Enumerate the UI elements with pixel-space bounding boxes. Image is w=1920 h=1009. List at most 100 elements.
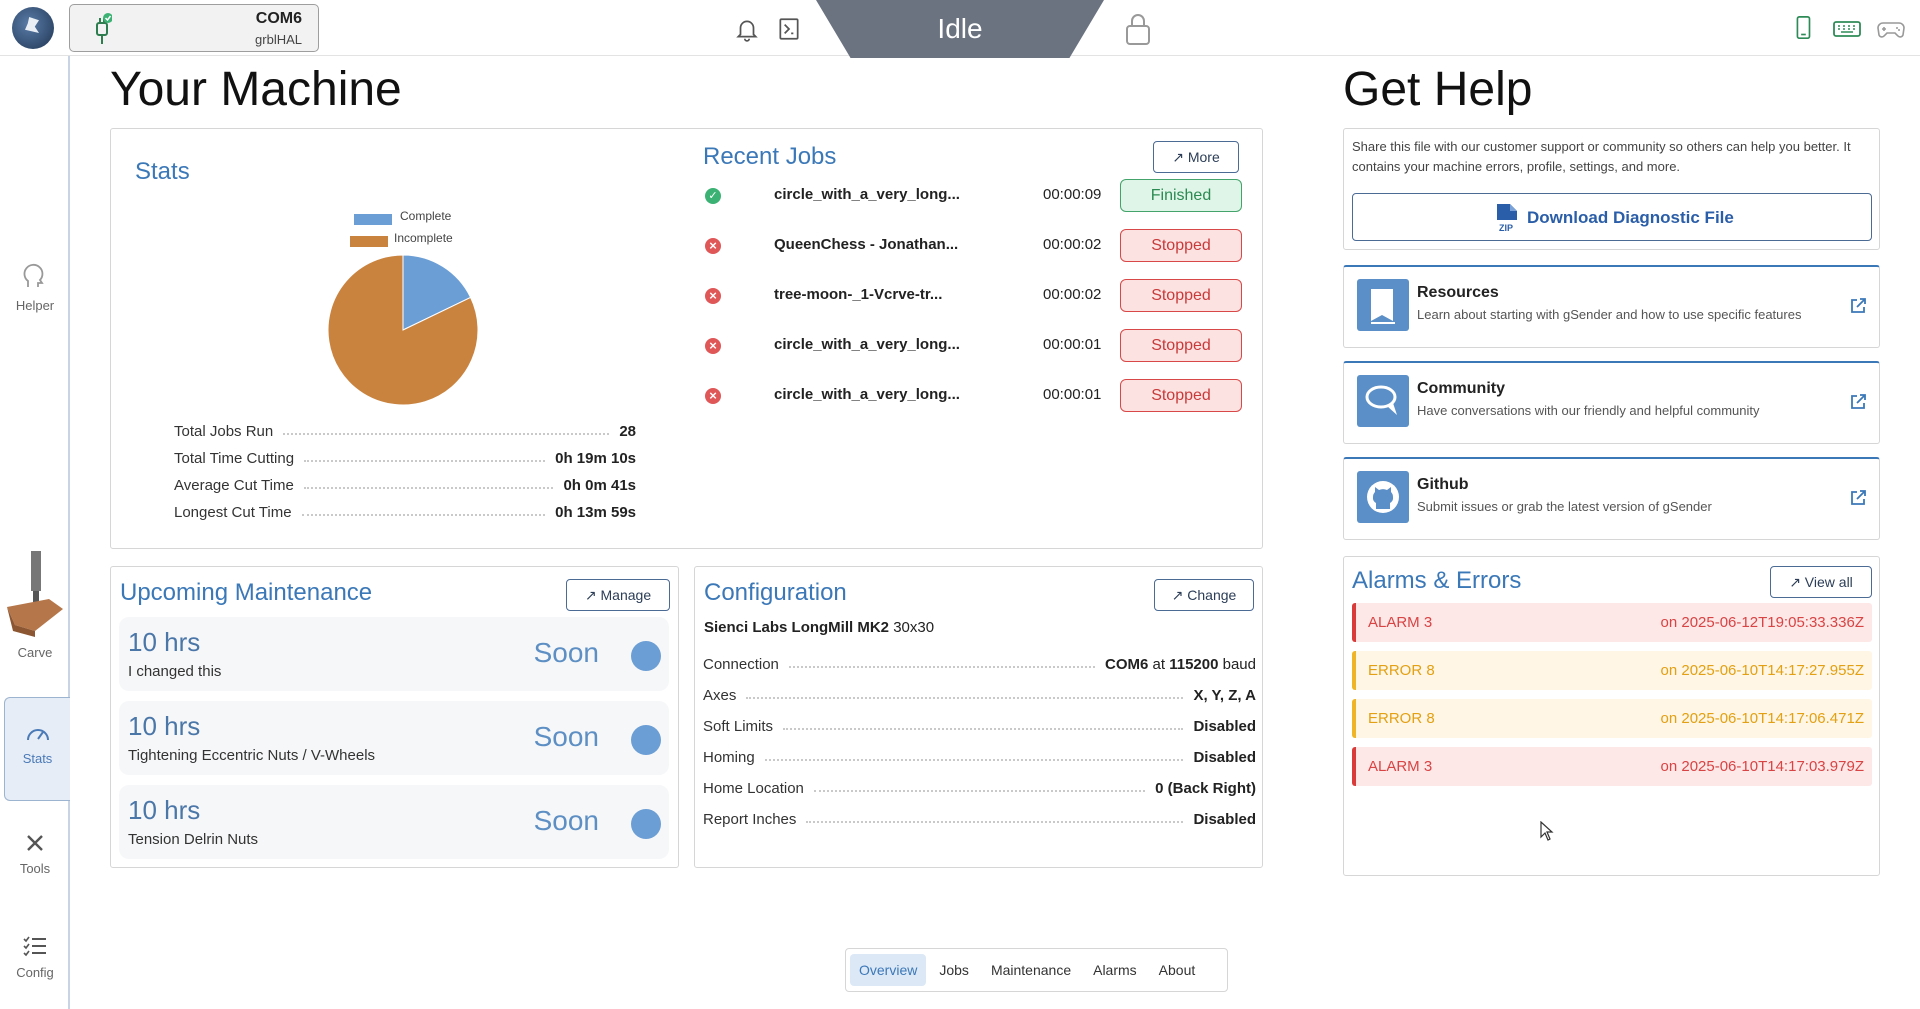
- dotted-leader: [813, 790, 1146, 792]
- tools-icon: [27, 835, 43, 851]
- sidebar-item-tools[interactable]: Tools: [0, 832, 70, 876]
- connection-at: at: [1152, 655, 1166, 673]
- sidebar-item-carve[interactable]: Carve: [0, 551, 70, 660]
- more-jobs-button[interactable]: ↗ More: [1153, 141, 1239, 173]
- config-value: Disabled: [1193, 717, 1256, 735]
- x-circle-icon: [705, 238, 721, 254]
- recent-jobs-list: circle_with_a_very_long... 00:00:09 Fini…: [705, 178, 1245, 438]
- configuration-title: Configuration: [704, 579, 847, 606]
- job-row[interactable]: circle_with_a_very_long... 00:00:09 Fini…: [705, 178, 1245, 212]
- download-diagnostic-button[interactable]: ZIP Download Diagnostic File: [1352, 193, 1872, 241]
- helper-head-icon: [23, 263, 44, 287]
- maintenance-hours: 10 hrs: [128, 795, 201, 825]
- bell-icon[interactable]: [734, 16, 760, 42]
- legend-label: Incomplete: [394, 231, 453, 245]
- maintenance-item[interactable]: 10 hrs Tension Delrin Nuts Soon: [119, 785, 669, 859]
- stat-label: Average Cut Time: [174, 476, 294, 494]
- connection-button[interactable]: COM6 grblHAL: [69, 4, 319, 52]
- help-title: Get Help: [1343, 63, 1533, 116]
- config-label: Homing: [703, 748, 755, 766]
- config-row: Soft Limits Disabled: [703, 715, 1256, 737]
- community-card[interactable]: Community Have conversations with our fr…: [1343, 361, 1880, 444]
- resource-title: Github: [1417, 476, 1469, 493]
- diagnostic-card: Share this file with our customer suppor…: [1343, 128, 1880, 250]
- alarm-time: on 2025-06-10T14:17:06.471Z: [1660, 710, 1865, 727]
- resource-desc: Have conversations with our friendly and…: [1417, 403, 1760, 418]
- phone-icon[interactable]: [1790, 15, 1816, 41]
- gamepad-icon[interactable]: [1876, 16, 1906, 42]
- stat-label: Total Time Cutting: [174, 449, 295, 467]
- stat-row: Average Cut Time 0h 0m 41s: [174, 474, 636, 496]
- resource-desc: Submit issues or grab the latest version…: [1417, 499, 1712, 514]
- job-name: circle_with_a_very_long...: [774, 336, 960, 353]
- sidebar-item-stats[interactable]: Stats: [4, 697, 70, 801]
- alarm-row[interactable]: ERROR 8 on 2025-06-10T14:17:27.955Z: [1352, 651, 1872, 690]
- alarm-row[interactable]: ALARM 3 on 2025-06-10T14:17:03.979Z: [1352, 747, 1872, 786]
- alarm-row[interactable]: ALARM 3 on 2025-06-12T19:05:33.336Z: [1352, 603, 1872, 642]
- firmware-label: grblHAL: [255, 32, 302, 47]
- job-name: tree-moon-_1-Vcrve-tr...: [774, 286, 943, 303]
- maintenance-desc: Tightening Eccentric Nuts / V-Wheels: [128, 747, 376, 764]
- config-row: Homing Disabled: [703, 746, 1256, 768]
- connection-baud: 115200: [1169, 655, 1219, 673]
- top-bar: COM6 grblHAL Idle: [0, 0, 1920, 58]
- file-code-icon[interactable]: [776, 16, 802, 42]
- tab-about[interactable]: About: [1158, 962, 1196, 978]
- status-dot: [631, 725, 661, 755]
- book-icon: [1357, 279, 1409, 331]
- machine-name: Sienci Labs LongMill MK2: [704, 619, 890, 636]
- app-logo[interactable]: [12, 7, 54, 49]
- config-value: X, Y, Z, A: [1193, 686, 1256, 704]
- machine-title: Your Machine: [110, 63, 402, 116]
- maintenance-status: Soon: [533, 805, 599, 836]
- configuration-card: Configuration ↗ Change Sienci Labs LongM…: [694, 566, 1263, 868]
- dotted-leader: [304, 460, 546, 462]
- job-row[interactable]: QueenChess - Jonathan... 00:00:02 Stoppe…: [705, 228, 1245, 262]
- dotted-leader: [303, 487, 554, 489]
- chat-icon: [1357, 375, 1409, 427]
- dotted-leader: [788, 666, 1096, 668]
- tab-overview[interactable]: Overview: [850, 954, 927, 986]
- sidebar-item-label: Helper: [15, 298, 55, 313]
- stat-value: 0h 13m 59s: [555, 503, 636, 521]
- tab-maintenance[interactable]: Maintenance: [990, 962, 1072, 978]
- job-duration: 00:00:01: [1043, 336, 1102, 353]
- config-row: Connection COM6 at 115200 baud: [703, 653, 1256, 675]
- manage-maintenance-button[interactable]: ↗ Manage: [566, 579, 670, 611]
- sidebar-item-config[interactable]: Config: [0, 934, 70, 980]
- lock-icon[interactable]: [1124, 12, 1152, 46]
- config-label: Soft Limits: [703, 717, 774, 735]
- job-row[interactable]: circle_with_a_very_long... 00:00:01 Stop…: [705, 378, 1245, 412]
- view-all-alarms-button[interactable]: ↗ View all: [1770, 566, 1872, 598]
- stat-row: Total Jobs Run 28: [174, 420, 636, 442]
- machine-state: Idle: [816, 0, 1104, 58]
- dotted-leader: [746, 697, 1184, 699]
- stat-row: Longest Cut Time 0h 13m 59s: [174, 501, 636, 523]
- job-name: QueenChess - Jonathan...: [774, 236, 959, 253]
- config-row: Report Inches Disabled: [703, 808, 1256, 830]
- recent-jobs-title: Recent Jobs: [703, 143, 837, 170]
- sidebar-item-label: Config: [16, 965, 54, 980]
- alarms-title: Alarms & Errors: [1352, 567, 1522, 594]
- job-row[interactable]: circle_with_a_very_long... 00:00:01 Stop…: [705, 328, 1245, 362]
- maintenance-desc: Tension Delrin Nuts: [128, 831, 259, 848]
- tab-jobs[interactable]: Jobs: [939, 962, 969, 978]
- resource-title: Community: [1417, 380, 1505, 397]
- github-card[interactable]: Github Submit issues or grab the latest …: [1343, 457, 1880, 540]
- maintenance-item[interactable]: 10 hrs Tightening Eccentric Nuts / V-Whe…: [119, 701, 669, 775]
- pie-slice-complete: [402, 254, 472, 331]
- zip-label: ZIP: [1499, 223, 1513, 233]
- alarm-row[interactable]: ERROR 8 on 2025-06-10T14:17:06.471Z: [1352, 699, 1872, 738]
- keyboard-icon[interactable]: [1832, 16, 1862, 42]
- config-row: Home Location 0 (Back Right): [703, 777, 1256, 799]
- alarm-time: on 2025-06-10T14:17:03.979Z: [1660, 758, 1865, 775]
- resources-card[interactable]: Resources Learn about starting with gSen…: [1343, 265, 1880, 348]
- change-configuration-button[interactable]: ↗ Change: [1154, 579, 1254, 611]
- connection-unit: baud: [1222, 655, 1256, 673]
- job-row[interactable]: tree-moon-_1-Vcrve-tr... 00:00:02 Stoppe…: [705, 278, 1245, 312]
- maintenance-item[interactable]: 10 hrs I changed this Soon: [119, 617, 669, 691]
- sidebar-item-helper[interactable]: Helper: [0, 261, 70, 313]
- job-status-badge: Stopped: [1120, 229, 1242, 262]
- tab-alarms[interactable]: Alarms: [1093, 962, 1137, 978]
- config-value: COM6 at 115200 baud: [1105, 656, 1256, 673]
